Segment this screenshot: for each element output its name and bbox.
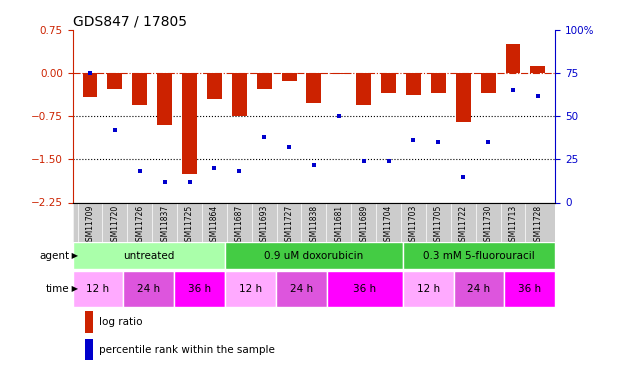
- Bar: [85, 311, 93, 333]
- Point: [134, 168, 144, 174]
- Point: [85, 70, 95, 76]
- Bar: [505, 44, 521, 73]
- Text: GSM11864: GSM11864: [210, 204, 219, 246]
- Text: GSM11730: GSM11730: [483, 204, 493, 246]
- Point: [309, 162, 319, 168]
- Bar: [73, 243, 225, 269]
- Text: 12 h: 12 h: [239, 284, 262, 294]
- Bar: [281, 73, 297, 81]
- Bar: [454, 271, 504, 307]
- Text: agent: agent: [39, 251, 69, 261]
- Text: 24 h: 24 h: [290, 284, 313, 294]
- Bar: [327, 271, 403, 307]
- Point: [483, 139, 493, 145]
- Bar: [331, 73, 346, 74]
- Point: [334, 113, 344, 119]
- Bar: [85, 339, 93, 360]
- Text: 12 h: 12 h: [416, 284, 440, 294]
- Bar: [257, 73, 271, 89]
- Text: time: time: [46, 284, 69, 294]
- Text: GSM11704: GSM11704: [384, 204, 393, 246]
- Point: [358, 158, 369, 164]
- Text: 36 h: 36 h: [188, 284, 211, 294]
- Text: 24 h: 24 h: [137, 284, 160, 294]
- Bar: [481, 73, 495, 93]
- Point: [184, 179, 194, 185]
- Bar: [403, 271, 454, 307]
- Point: [433, 139, 444, 145]
- Text: GSM11709: GSM11709: [85, 204, 95, 246]
- Bar: [133, 73, 147, 105]
- Text: GSM11713: GSM11713: [509, 204, 517, 246]
- Bar: [357, 73, 371, 105]
- Text: 36 h: 36 h: [353, 284, 376, 294]
- Point: [209, 165, 220, 171]
- Bar: [225, 271, 276, 307]
- Point: [110, 127, 120, 133]
- Text: GDS847 / 17805: GDS847 / 17805: [73, 15, 187, 29]
- Bar: [182, 73, 197, 174]
- Bar: [124, 271, 174, 307]
- Bar: [307, 73, 321, 103]
- Bar: [157, 73, 172, 125]
- Text: 0.9 uM doxorubicin: 0.9 uM doxorubicin: [264, 251, 363, 261]
- Text: percentile rank within the sample: percentile rank within the sample: [99, 345, 275, 355]
- Text: 12 h: 12 h: [86, 284, 110, 294]
- Text: 24 h: 24 h: [468, 284, 491, 294]
- Text: GSM11726: GSM11726: [135, 204, 144, 246]
- Point: [408, 137, 418, 143]
- Point: [384, 158, 394, 164]
- Bar: [232, 73, 247, 116]
- Text: GSM11681: GSM11681: [334, 204, 343, 246]
- Bar: [381, 73, 396, 93]
- Bar: [73, 271, 124, 307]
- Text: GSM11838: GSM11838: [309, 204, 319, 246]
- Point: [259, 134, 269, 140]
- Point: [234, 168, 244, 174]
- Text: GSM11728: GSM11728: [533, 204, 543, 246]
- Text: GSM11837: GSM11837: [160, 204, 169, 246]
- Text: untreated: untreated: [123, 251, 174, 261]
- Text: log ratio: log ratio: [99, 317, 143, 327]
- Text: GSM11703: GSM11703: [409, 204, 418, 246]
- Text: 36 h: 36 h: [518, 284, 541, 294]
- Bar: [431, 73, 445, 93]
- Bar: [531, 66, 545, 73]
- Text: GSM11705: GSM11705: [434, 204, 443, 246]
- Text: 0.3 mM 5-fluorouracil: 0.3 mM 5-fluorouracil: [423, 251, 535, 261]
- Bar: [207, 73, 222, 99]
- Bar: [225, 243, 403, 269]
- Point: [458, 174, 468, 180]
- Point: [284, 144, 294, 150]
- Bar: [83, 73, 97, 97]
- Point: [533, 93, 543, 99]
- Text: GSM11720: GSM11720: [110, 204, 119, 246]
- Bar: [406, 73, 421, 95]
- Text: GSM11727: GSM11727: [285, 204, 293, 246]
- Bar: [276, 271, 327, 307]
- Bar: [504, 271, 555, 307]
- Text: GSM11687: GSM11687: [235, 204, 244, 246]
- Text: GSM11722: GSM11722: [459, 204, 468, 246]
- Text: GSM11689: GSM11689: [359, 204, 368, 246]
- Point: [508, 87, 518, 93]
- Bar: [174, 271, 225, 307]
- Bar: [403, 243, 555, 269]
- Bar: [107, 73, 122, 89]
- Text: GSM11693: GSM11693: [260, 204, 269, 246]
- Text: ▶: ▶: [69, 284, 78, 293]
- Point: [160, 179, 170, 185]
- Text: GSM11725: GSM11725: [185, 204, 194, 246]
- Bar: [456, 73, 471, 122]
- Text: ▶: ▶: [69, 251, 78, 260]
